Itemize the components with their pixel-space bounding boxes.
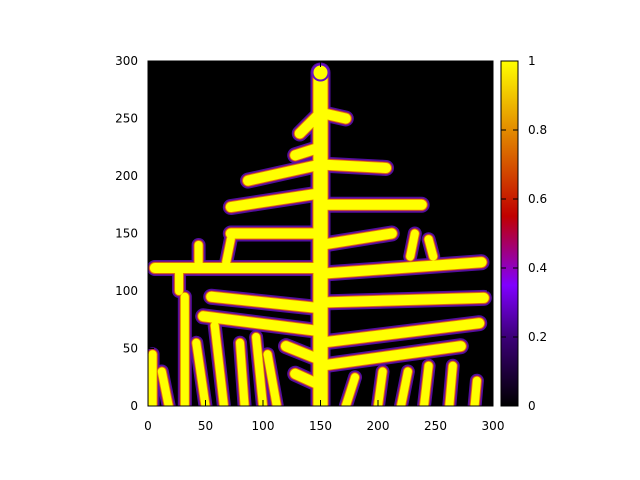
field-layer-3	[148, 65, 489, 406]
branch-15	[281, 341, 326, 365]
finger-7	[263, 350, 281, 406]
colorbar-tick-label: 1	[528, 54, 536, 68]
colorbar-axis: 0 0.2 0.4 0.6 0.8 1	[501, 54, 547, 413]
finger-5	[236, 338, 249, 406]
branch-13	[198, 311, 326, 337]
finger-18	[424, 235, 438, 261]
x-tick-label: 250	[424, 419, 447, 433]
x-tick-label: 0	[144, 419, 152, 433]
branch-10	[315, 257, 487, 279]
finger-9	[374, 367, 387, 406]
branch-8	[315, 228, 397, 250]
y-tick-label: 200	[115, 169, 138, 183]
finger-4	[210, 321, 228, 406]
y-tick-label: 250	[115, 112, 138, 126]
finger-8	[341, 373, 359, 406]
x-axis: 0 50 100 150 200 250 300	[144, 61, 504, 433]
branch-3	[243, 159, 326, 186]
finger-1	[157, 367, 173, 406]
x-tick-label: 200	[367, 419, 390, 433]
y-tick-label: 100	[115, 284, 138, 298]
finger-12	[445, 361, 457, 406]
colorbar	[500, 60, 519, 407]
y-tick-label: 50	[123, 342, 138, 356]
finger-6	[252, 333, 267, 406]
branch-2	[290, 142, 326, 161]
x-tick-label: 300	[482, 419, 505, 433]
finger-10	[397, 367, 412, 406]
branch-12	[315, 292, 489, 308]
branch-4	[315, 159, 392, 173]
y-tick-label: 300	[115, 54, 138, 68]
colorbar-tick-label: 0.2	[528, 330, 547, 344]
x-tick-label: 100	[252, 419, 275, 433]
branch-11	[206, 291, 326, 314]
heatmap-field	[148, 62, 492, 406]
finger-3	[192, 338, 210, 406]
branch-17	[290, 368, 326, 391]
finger-11	[420, 361, 433, 406]
colorbar-tick-label: 0.4	[528, 261, 547, 275]
y-tick-label: 150	[115, 227, 138, 241]
x-tick-label: 150	[309, 419, 332, 433]
finger-13	[470, 376, 481, 406]
colorbar-tick-label: 0.8	[528, 123, 547, 137]
colorbar-tick-label: 0.6	[528, 192, 547, 206]
branch-1	[315, 107, 351, 124]
colorbar-tick-label: 0	[528, 399, 536, 413]
y-tick-label: 0	[130, 399, 138, 413]
branch-14	[315, 318, 485, 348]
finger-16	[222, 235, 235, 267]
x-tick-label: 50	[198, 419, 213, 433]
branch-5	[225, 188, 326, 213]
finger-17	[406, 229, 419, 261]
y-axis: 0 50 100 150 200 250 300	[115, 54, 493, 413]
branch-16	[315, 341, 466, 371]
